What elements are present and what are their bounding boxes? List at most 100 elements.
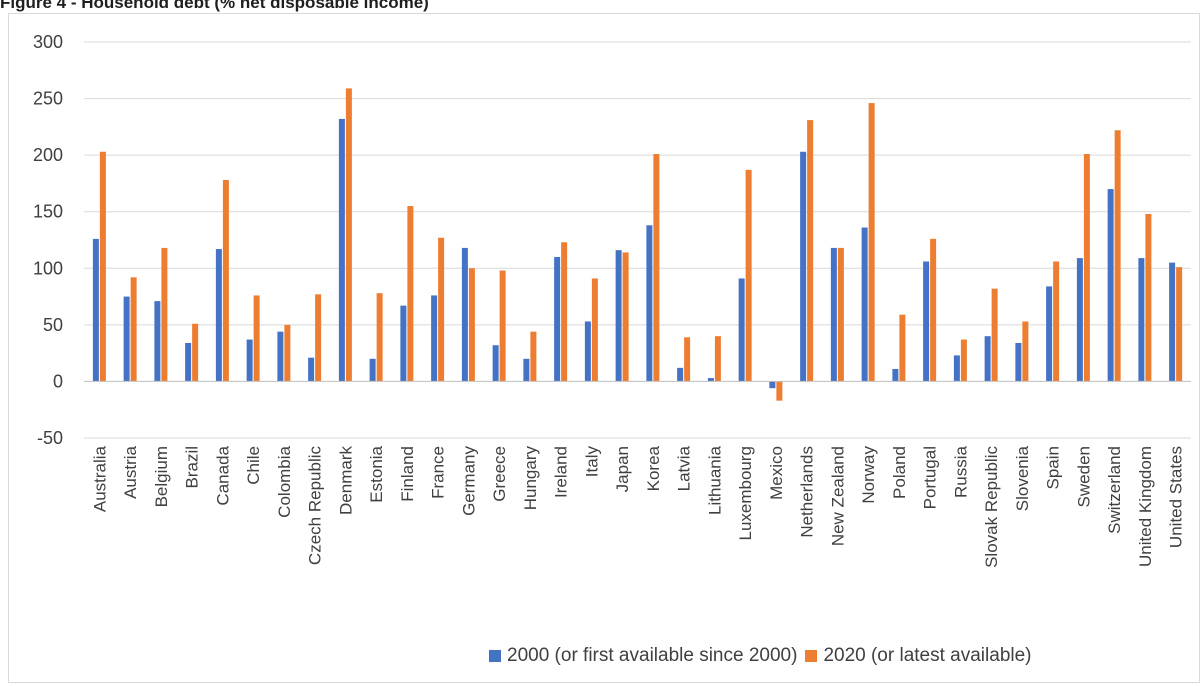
- x-tick-label: Greece: [490, 446, 509, 502]
- x-tick-label: Korea: [644, 445, 663, 491]
- y-tick-label: -50: [37, 428, 63, 448]
- bar-2020: [561, 242, 568, 382]
- bar-2020: [315, 294, 322, 382]
- bar-2020: [899, 314, 906, 382]
- bar-2000: [554, 256, 561, 382]
- bar-2000: [800, 151, 807, 382]
- x-tick-label: Mexico: [767, 446, 786, 500]
- bar-2020: [161, 247, 168, 382]
- x-tick-label: Russia: [951, 445, 970, 498]
- x-tick-label: New Zealand: [828, 446, 847, 546]
- x-tick-label: Chile: [244, 446, 263, 485]
- bar-2000: [984, 336, 991, 382]
- x-tick-label: Belgium: [152, 446, 171, 507]
- bar-2020: [192, 323, 199, 382]
- bar-2000: [615, 250, 622, 382]
- bar-2020: [1022, 321, 1029, 382]
- bar-2000: [830, 247, 837, 382]
- legend-label-2000: 2000 (or first available since 2000): [507, 645, 798, 666]
- x-tick-label: Norway: [859, 446, 878, 504]
- bar-chart: -50 0 50 100 150 200 250 300 Australia Austria Be…: [33, 32, 1191, 568]
- x-tick-label: Germany: [459, 446, 478, 516]
- x-tick-label: Sweden: [1074, 446, 1093, 507]
- y-tick-label: 50: [43, 315, 63, 335]
- bar-2000: [738, 278, 745, 382]
- bar-2020: [1145, 213, 1152, 382]
- bars: [92, 88, 1183, 401]
- bar-2000: [1046, 286, 1053, 382]
- x-tick-label: Canada: [213, 445, 232, 505]
- bar-2000: [92, 238, 99, 382]
- y-tick-label: 100: [33, 258, 63, 278]
- bar-2020: [468, 268, 475, 382]
- x-axis-tick-labels: Australia Austria Belgium Brazil Canada Chile…: [90, 445, 1185, 567]
- y-tick-label: 0: [53, 371, 63, 391]
- bar-2000: [400, 305, 407, 382]
- y-tick-label: 200: [33, 145, 63, 165]
- bar-2000: [492, 345, 499, 382]
- bar-2020: [1083, 154, 1090, 382]
- bar-2020: [930, 238, 937, 382]
- bar-2000: [154, 301, 161, 382]
- x-tick-label: Slovenia: [1013, 445, 1032, 511]
- bar-2020: [776, 381, 783, 401]
- x-tick-label: Lithuania: [705, 445, 724, 515]
- bar-2000: [1015, 342, 1022, 382]
- bar-2000: [523, 358, 530, 382]
- x-tick-label: Slovak Republic: [982, 446, 1001, 568]
- bar-2000: [923, 261, 930, 382]
- bar-2000: [308, 357, 315, 382]
- bar-2020: [868, 103, 875, 382]
- x-tick-label: Poland: [890, 446, 909, 499]
- legend-swatch-2020: [805, 650, 818, 662]
- x-tick-label: Czech Republic: [306, 446, 325, 566]
- bar-2000: [892, 368, 899, 382]
- y-tick-label: 150: [33, 202, 63, 222]
- legend-label-2020: 2020 (or latest available): [823, 645, 1032, 666]
- bar-2020: [591, 278, 598, 382]
- bar-2020: [438, 237, 445, 382]
- y-tick-label: 300: [33, 32, 63, 52]
- x-tick-label: Estonia: [367, 445, 386, 502]
- x-tick-label: Japan: [613, 446, 632, 492]
- x-tick-label: Netherlands: [798, 446, 817, 538]
- bar-2000: [461, 247, 468, 382]
- x-tick-label: Ireland: [552, 446, 571, 498]
- y-axis-tick-labels: -50 0 50 100 150 200 250 300: [33, 32, 63, 448]
- x-tick-label: Colombia: [275, 445, 294, 517]
- x-tick-label: United States: [1167, 446, 1186, 548]
- bar-2020: [130, 277, 137, 382]
- bar-2000: [861, 227, 868, 382]
- bar-2000: [123, 296, 130, 382]
- bar-2000: [677, 367, 684, 382]
- bar-2020: [960, 339, 967, 382]
- bar-2020: [1114, 130, 1121, 382]
- bar-2000: [431, 295, 438, 382]
- bar-2020: [714, 336, 721, 382]
- bar-2000: [215, 249, 222, 382]
- bar-2000: [338, 118, 345, 382]
- bar-2020: [345, 88, 352, 382]
- x-tick-label: United Kingdom: [1136, 446, 1155, 567]
- figure-title: Figure 4 - Household debt (% net disposa…: [0, 0, 429, 12]
- x-tick-label: Denmark: [336, 446, 355, 515]
- bar-2000: [769, 381, 776, 389]
- x-tick-label: Luxembourg: [736, 446, 755, 541]
- legend: 2000 (or first available since 2000) 202…: [489, 643, 1040, 669]
- bar-2000: [584, 321, 591, 382]
- bar-2000: [646, 225, 653, 382]
- x-tick-label: Italy: [582, 446, 601, 478]
- x-tick-label: Spain: [1044, 446, 1063, 489]
- y-tick-label: 250: [33, 89, 63, 109]
- bar-2000: [1169, 262, 1176, 382]
- bar-2000: [953, 355, 960, 382]
- legend-item-series-2020: 2020 (or latest available): [805, 645, 1032, 667]
- bar-2020: [407, 206, 414, 382]
- bar-2000: [707, 378, 714, 382]
- x-tick-label: Austria: [121, 445, 140, 498]
- bar-2020: [284, 324, 291, 382]
- x-tick-label: Hungary: [521, 446, 540, 511]
- bar-2020: [530, 331, 537, 382]
- bar-2020: [653, 154, 660, 382]
- bar-2020: [222, 180, 229, 382]
